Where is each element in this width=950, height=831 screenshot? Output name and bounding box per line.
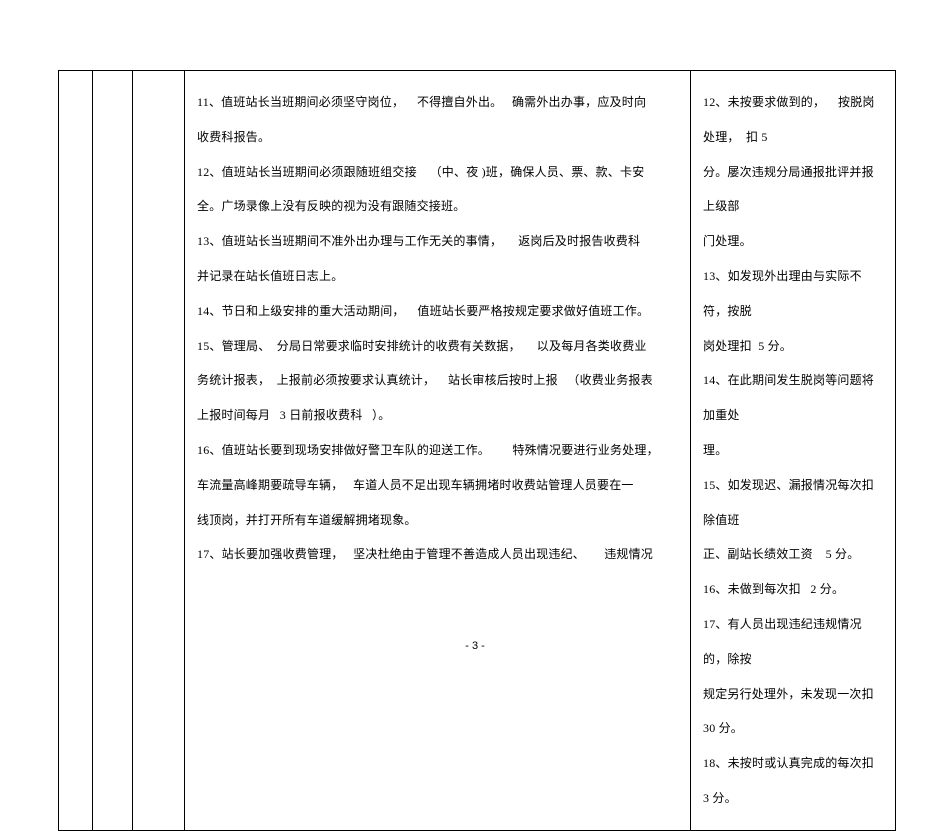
requirement-line: 17、站长要加强收费管理， 坚决杜绝由于管理不善造成人员出现违纪、 违规情况: [197, 537, 680, 572]
penalty-line: 规定另行处理外，未发现一次扣 30 分。: [703, 677, 885, 747]
requirement-line: 11、值班站长当班期间必须坚守岗位， 不得擅自外出。 确需外出办事，应及时向: [197, 85, 680, 120]
requirement-line: 13、值班站长当班期间不准外出办理与工作无关的事情， 返岗后及时报告收费科: [197, 224, 680, 259]
penalty-line: 15、如发现迟、漏报情况每次扣除值班: [703, 468, 885, 538]
penalties-text: 12、未按要求做到的， 按脱岗处理， 扣 5分。屡次违规分局通报批评并报上级部门…: [703, 85, 885, 816]
requirement-line: 12、值班站长当班期间必须跟随班组交接 （中、夜 )班，确保人员、票、款、卡安: [197, 155, 680, 190]
penalty-line: 正、副站长绩效工资 5 分。: [703, 537, 885, 572]
penalty-line: 岗处理扣 5 分。: [703, 329, 885, 364]
requirement-line: 全。广场录像上没有反映的视为没有跟随交接班。: [197, 189, 680, 224]
requirement-line: 并记录在站长值班日志上。: [197, 259, 680, 294]
requirement-line: 线顶岗，并打开所有车道缓解拥堵现象。: [197, 503, 680, 538]
cell-requirements: 11、值班站长当班期间必须坚守岗位， 不得擅自外出。 确需外出办事，应及时向收费…: [185, 71, 691, 831]
requirement-line: 15、管理局、 分局日常要求临时安排统计的收费有关数据， 以及每月各类收费业: [197, 329, 680, 364]
cell-col2: [133, 71, 185, 831]
penalty-line: 16、未做到每次扣 2 分。: [703, 572, 885, 607]
penalty-line: 分。屡次违规分局通报批评并报上级部: [703, 155, 885, 225]
cell-penalties: 12、未按要求做到的， 按脱岗处理， 扣 5分。屡次违规分局通报批评并报上级部门…: [691, 71, 896, 831]
requirement-line: 务统计报表， 上报前必须按要求认真统计， 站长审核后按时上报 （收费业务报表: [197, 363, 680, 398]
requirement-line: 收费科报告。: [197, 120, 680, 155]
requirement-line: 上报时间每月 3 日前报收费科 ）。: [197, 398, 680, 433]
penalty-line: 12、未按要求做到的， 按脱岗处理， 扣 5: [703, 85, 885, 155]
table-row: 11、值班站长当班期间必须坚守岗位， 不得擅自外出。 确需外出办事，应及时向收费…: [59, 71, 896, 831]
regulation-table: 11、值班站长当班期间必须坚守岗位， 不得擅自外出。 确需外出办事，应及时向收费…: [58, 70, 896, 831]
cell-col0: [59, 71, 93, 831]
page-number: - 3 -: [0, 640, 950, 652]
requirement-line: 14、节日和上级安排的重大活动期间， 值班站长要严格按规定要求做好值班工作。: [197, 294, 680, 329]
requirement-line: 16、值班站长要到现场安排做好警卫车队的迎送工作。 特殊情况要进行业务处理，: [197, 433, 680, 468]
penalty-line: 理。: [703, 433, 885, 468]
document-page: 11、值班站长当班期间必须坚守岗位， 不得擅自外出。 确需外出办事，应及时向收费…: [0, 0, 950, 672]
penalty-line: 18、未按时或认真完成的每次扣 3 分。: [703, 746, 885, 816]
requirements-text: 11、值班站长当班期间必须坚守岗位， 不得擅自外出。 确需外出办事，应及时向收费…: [197, 85, 680, 572]
requirement-line: 车流量高峰期要疏导车辆， 车道人员不足出现车辆拥堵时收费站管理人员要在一: [197, 468, 680, 503]
penalty-line: 门处理。: [703, 224, 885, 259]
cell-col1: [93, 71, 133, 831]
table-container: 11、值班站长当班期间必须坚守岗位， 不得擅自外出。 确需外出办事，应及时向收费…: [58, 70, 895, 831]
penalty-line: 13、如发现外出理由与实际不符，按脱: [703, 259, 885, 329]
penalty-line: 14、在此期间发生脱岗等问题将加重处: [703, 363, 885, 433]
